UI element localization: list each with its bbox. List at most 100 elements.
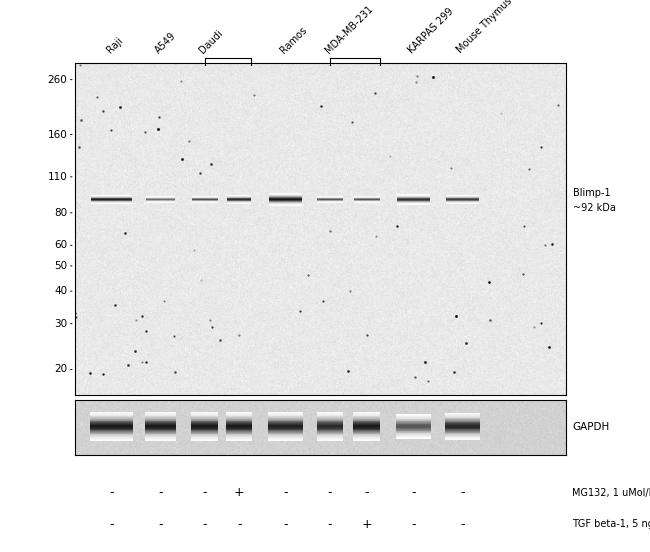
Bar <box>90 414 133 415</box>
Bar <box>269 204 302 205</box>
Bar <box>191 439 218 440</box>
Bar <box>396 437 431 438</box>
Bar <box>317 439 343 440</box>
Bar <box>226 433 252 434</box>
Bar <box>269 199 302 200</box>
Bar <box>396 195 430 197</box>
Bar <box>354 417 380 418</box>
Bar <box>268 439 304 440</box>
Text: KARPAS 299: KARPAS 299 <box>406 6 456 55</box>
Bar <box>317 437 343 438</box>
Text: A549: A549 <box>153 30 178 55</box>
Bar <box>396 200 430 201</box>
Text: +: + <box>361 518 372 531</box>
Bar <box>269 196 302 197</box>
Bar <box>226 432 252 433</box>
Bar <box>191 429 218 431</box>
Bar <box>445 420 480 421</box>
Text: ~92 kDa: ~92 kDa <box>573 203 616 213</box>
Bar <box>354 437 380 438</box>
Bar <box>145 419 176 420</box>
Bar <box>145 421 176 422</box>
Bar <box>317 412 343 413</box>
Bar <box>145 439 176 440</box>
Bar <box>191 414 218 415</box>
Bar <box>191 433 218 434</box>
Bar <box>269 205 302 206</box>
Text: 20: 20 <box>54 364 68 374</box>
Bar <box>317 438 343 439</box>
Bar <box>191 437 218 438</box>
Bar <box>90 433 133 434</box>
Bar <box>445 433 480 434</box>
Bar <box>226 427 252 428</box>
Bar <box>396 421 431 422</box>
Bar <box>396 204 430 205</box>
Bar <box>191 434 218 436</box>
Bar <box>317 428 343 429</box>
Bar <box>268 433 304 434</box>
Text: 60: 60 <box>54 240 68 251</box>
Bar <box>396 203 430 204</box>
Bar <box>226 422 252 423</box>
Bar <box>90 422 133 423</box>
Bar <box>90 429 133 431</box>
Text: 50: 50 <box>54 261 68 271</box>
Bar <box>226 424 252 426</box>
Bar <box>268 417 304 418</box>
Bar <box>226 426 252 427</box>
Bar <box>145 417 176 418</box>
Bar <box>445 437 480 438</box>
Bar <box>191 418 218 419</box>
Bar <box>268 419 304 420</box>
Text: Blimp-1: Blimp-1 <box>573 188 610 198</box>
Bar <box>317 415 343 416</box>
Bar <box>145 428 176 429</box>
Bar <box>191 415 218 416</box>
Bar <box>445 419 480 420</box>
Bar <box>396 424 431 425</box>
Bar <box>90 438 133 439</box>
Bar <box>268 426 304 427</box>
Bar <box>354 433 380 434</box>
Bar <box>269 204 302 205</box>
Bar <box>90 416 133 417</box>
Bar <box>317 422 343 423</box>
Bar <box>145 436 176 437</box>
Text: 30: 30 <box>54 319 68 328</box>
Bar <box>226 414 252 415</box>
Bar <box>145 415 176 416</box>
Bar <box>145 435 176 436</box>
Bar <box>145 438 176 439</box>
Bar <box>396 198 430 199</box>
Bar <box>145 440 176 441</box>
Bar <box>268 440 304 441</box>
Bar <box>268 428 304 429</box>
Text: -: - <box>460 518 465 531</box>
Bar <box>396 196 430 197</box>
Bar <box>191 419 218 420</box>
Bar <box>269 198 302 199</box>
Bar <box>317 433 343 434</box>
Bar <box>354 431 380 432</box>
Bar <box>445 435 480 436</box>
Bar <box>396 197 430 198</box>
Bar <box>396 203 430 204</box>
Bar <box>317 423 343 424</box>
Text: Ramos: Ramos <box>279 25 309 55</box>
Bar <box>396 417 431 418</box>
Bar <box>191 427 218 428</box>
Bar <box>396 196 430 197</box>
Bar <box>317 434 343 436</box>
Bar <box>317 426 343 427</box>
Bar <box>145 416 176 417</box>
Bar <box>191 438 218 439</box>
Text: -: - <box>159 518 163 531</box>
Bar <box>268 437 304 438</box>
Bar <box>191 417 218 418</box>
Bar <box>396 420 431 421</box>
Bar <box>269 201 302 202</box>
Bar <box>396 195 430 196</box>
Text: +: + <box>234 486 244 500</box>
Text: -: - <box>159 486 163 500</box>
